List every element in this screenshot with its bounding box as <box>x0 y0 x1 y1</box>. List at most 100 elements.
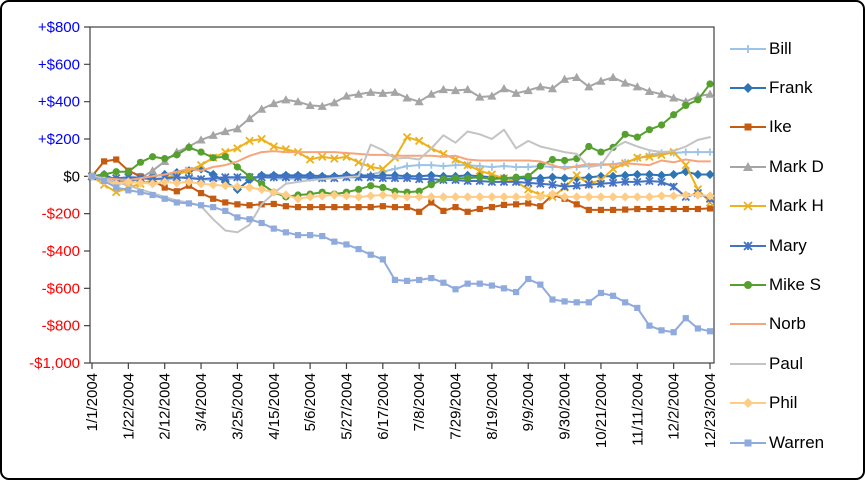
data-point-marker <box>487 192 497 202</box>
data-point-marker <box>426 89 436 98</box>
data-point-marker <box>341 91 352 100</box>
data-point-marker <box>644 169 655 180</box>
data-point-marker <box>185 200 193 207</box>
data-point-marker <box>632 82 642 91</box>
x-axis-label: 7/8/2004 <box>411 373 428 431</box>
legend-label: Mary <box>769 235 807 255</box>
data-point-marker <box>656 191 667 201</box>
data-point-marker <box>682 101 690 109</box>
data-point-marker <box>585 206 592 214</box>
data-point-marker <box>450 85 461 95</box>
data-point-marker <box>366 162 375 172</box>
legend-label: Warren <box>769 432 825 452</box>
data-point-marker <box>706 328 714 335</box>
y-axis-label: -$200 <box>42 206 80 223</box>
data-point-marker <box>319 204 326 211</box>
data-point-marker <box>378 164 388 174</box>
data-point-marker <box>488 175 496 183</box>
data-point-marker <box>476 162 484 170</box>
data-point-marker <box>258 180 266 188</box>
data-point-marker <box>353 89 364 98</box>
data-point-marker <box>549 296 556 303</box>
data-point-marker <box>622 206 629 213</box>
data-point-marker <box>585 299 592 306</box>
data-point-marker <box>438 192 449 202</box>
data-point-marker <box>560 156 569 165</box>
data-point-marker <box>523 185 533 194</box>
data-point-marker <box>705 89 715 98</box>
data-point-marker <box>682 315 689 322</box>
data-point-marker <box>147 166 158 175</box>
data-point-marker <box>463 84 473 94</box>
data-point-marker <box>402 93 412 102</box>
data-point-marker <box>341 191 352 201</box>
data-point-marker <box>196 179 206 189</box>
data-point-marker <box>585 142 593 151</box>
data-point-marker <box>537 203 544 210</box>
data-point-marker <box>547 172 558 182</box>
data-point-marker <box>548 155 557 164</box>
data-point-marker <box>597 289 605 297</box>
data-point-marker <box>160 177 170 187</box>
data-point-marker <box>294 204 302 211</box>
legend-marker-phil-icon <box>730 398 766 409</box>
x-axis-label: 9/9/2004 <box>520 373 537 431</box>
data-point-marker <box>100 170 108 179</box>
data-point-marker <box>88 173 96 180</box>
data-point-marker <box>196 160 206 170</box>
data-point-marker <box>113 184 120 191</box>
data-point-marker <box>500 285 508 292</box>
data-point-marker <box>161 195 168 202</box>
data-point-marker <box>670 111 678 119</box>
data-point-marker <box>744 439 752 447</box>
x-axis-label: 3/25/2004 <box>229 373 246 440</box>
x-axis-label: 4/15/2004 <box>266 373 283 440</box>
data-point-marker <box>451 161 460 169</box>
data-point-marker <box>620 170 630 180</box>
data-point-marker <box>415 187 423 195</box>
data-point-marker <box>391 187 399 195</box>
data-point-marker <box>210 195 217 202</box>
data-point-marker <box>416 208 423 215</box>
data-point-marker <box>620 192 630 202</box>
data-point-marker <box>281 95 291 104</box>
data-point-marker <box>744 281 752 290</box>
data-point-marker <box>197 148 205 156</box>
data-point-marker <box>343 204 350 211</box>
data-point-marker <box>210 204 217 211</box>
data-point-marker <box>331 238 338 245</box>
data-point-marker <box>572 173 582 183</box>
data-point-marker <box>101 158 108 165</box>
data-point-marker <box>390 87 400 96</box>
data-point-marker <box>366 191 376 201</box>
data-point-marker <box>330 154 339 163</box>
data-point-marker <box>524 172 532 180</box>
data-point-marker <box>307 232 314 239</box>
y-axis-label: -$400 <box>42 243 80 260</box>
data-point-marker <box>705 169 715 180</box>
data-point-marker <box>428 199 435 206</box>
data-point-marker <box>744 123 752 131</box>
data-point-marker <box>634 304 641 312</box>
y-axis-label: -$1,000 <box>29 355 80 372</box>
data-point-marker <box>656 170 667 180</box>
data-point-marker <box>536 162 544 170</box>
data-point-marker <box>366 173 375 182</box>
series-mark-d <box>87 72 715 186</box>
data-point-marker <box>669 93 679 102</box>
data-point-marker <box>573 201 580 208</box>
data-point-marker <box>245 136 254 146</box>
data-point-marker <box>136 158 145 166</box>
data-point-marker <box>414 97 424 106</box>
legend-label: Mark H <box>769 196 824 216</box>
series-line-mike-s <box>91 82 711 198</box>
data-point-marker <box>573 299 580 306</box>
data-point-marker <box>608 178 618 188</box>
data-point-marker <box>669 169 679 180</box>
x-axis-label: 11/11/2004 <box>629 373 646 446</box>
legend-marker-paul-icon <box>730 362 766 365</box>
data-point-marker <box>379 203 386 210</box>
data-point-marker <box>402 132 412 142</box>
data-point-marker <box>416 276 423 284</box>
data-point-marker <box>415 161 423 169</box>
